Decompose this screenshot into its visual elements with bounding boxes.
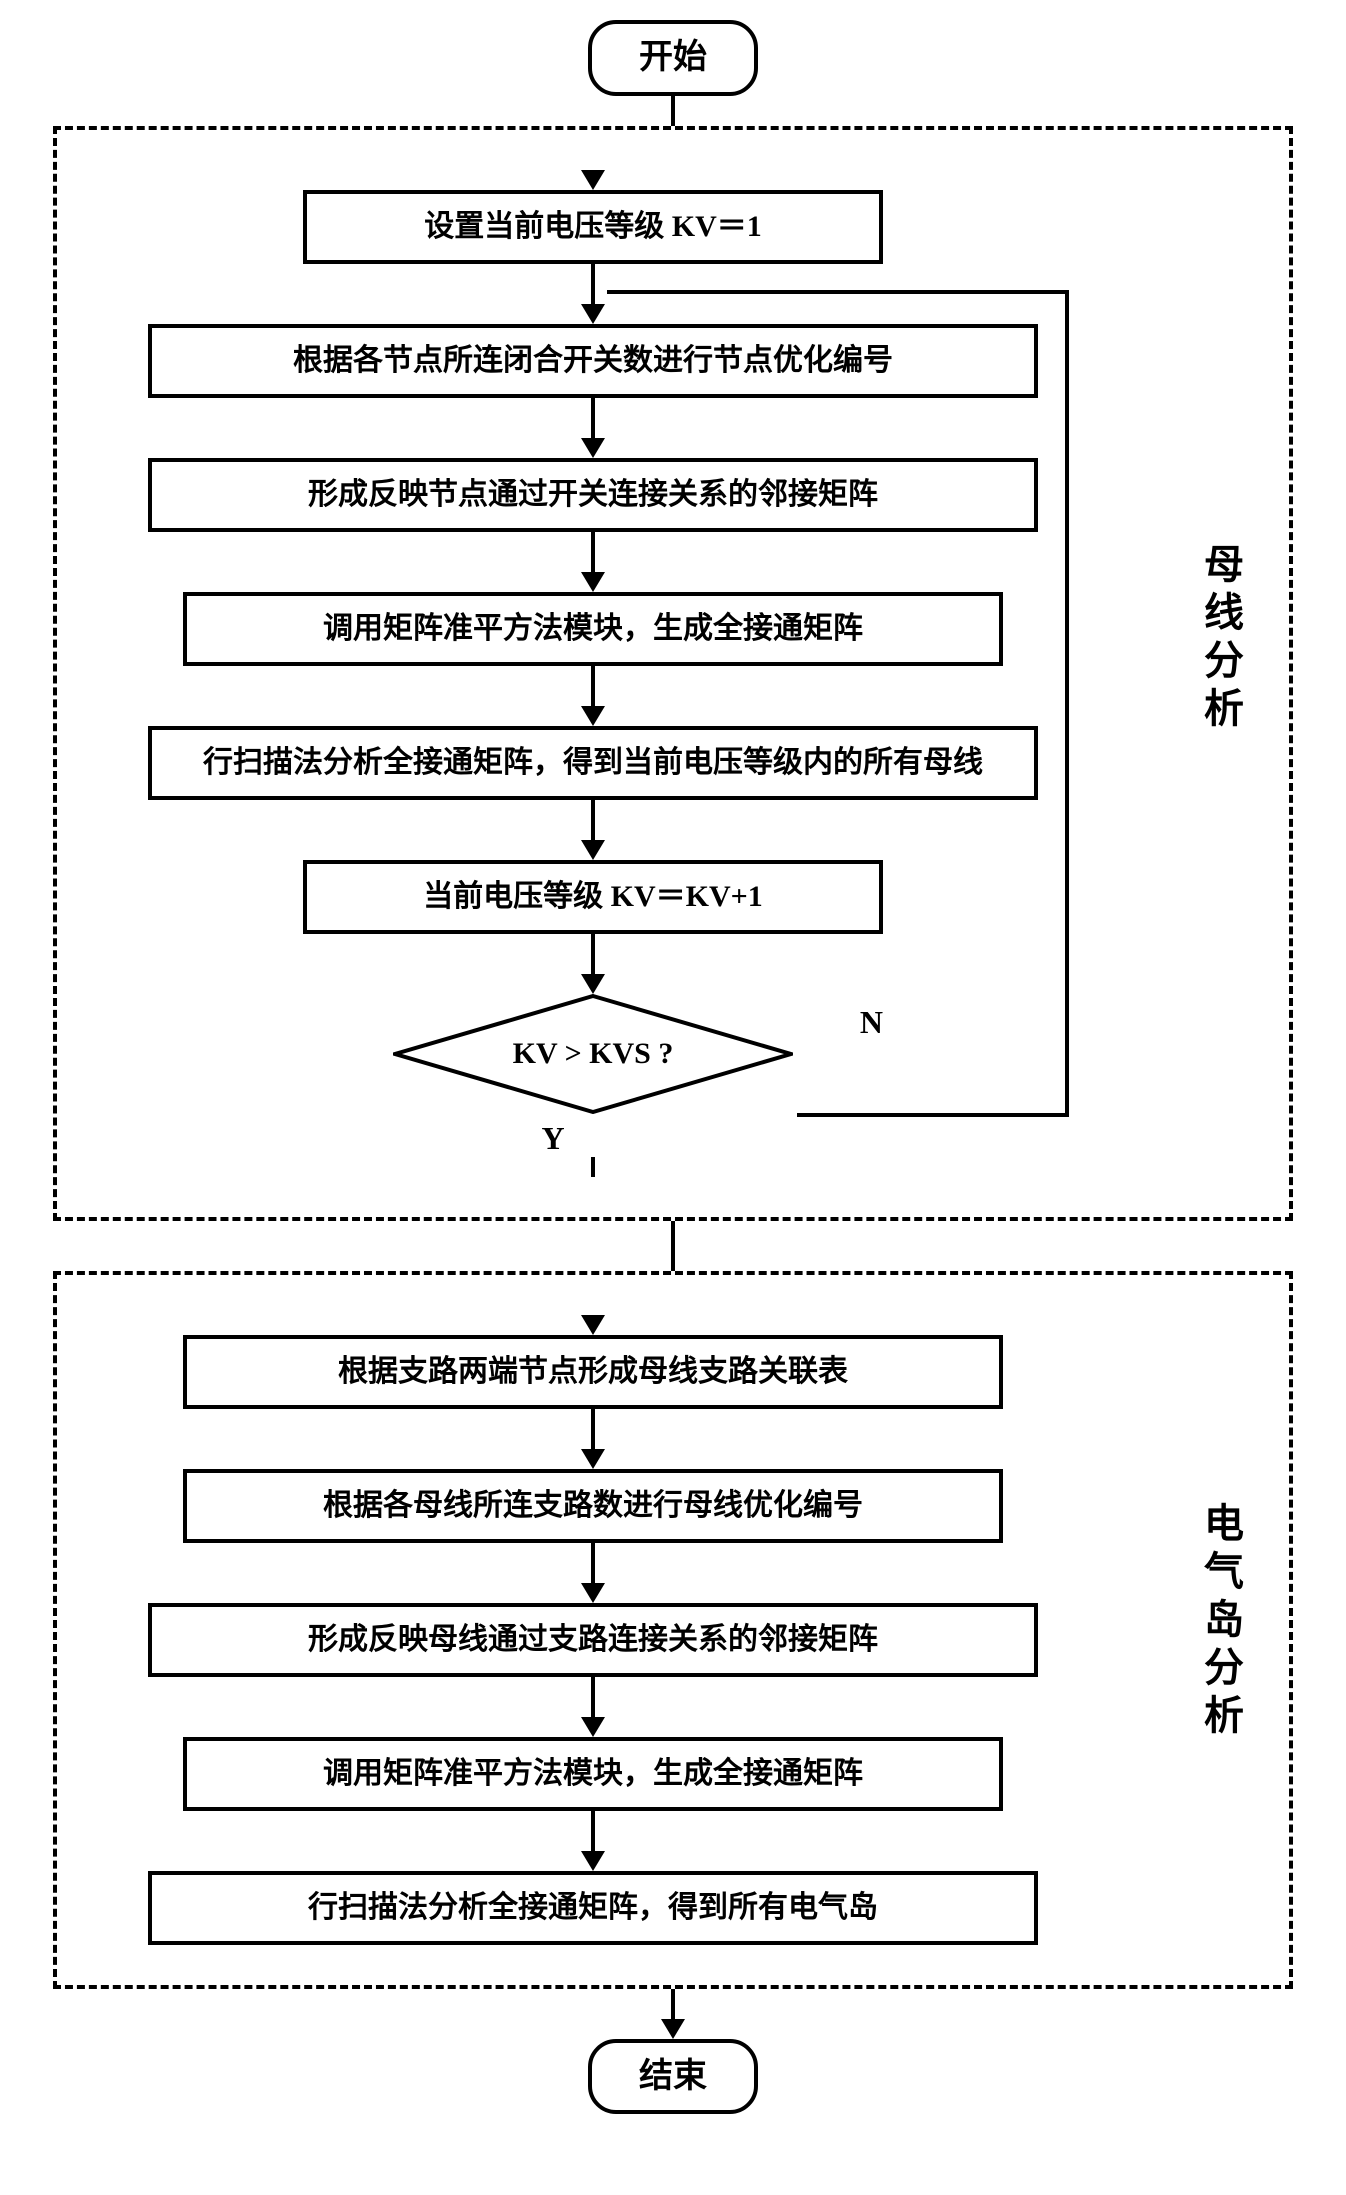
- arrowhead: [581, 572, 605, 592]
- end-section: 结束: [23, 1989, 1323, 2115]
- start-terminal: 开始: [588, 20, 758, 96]
- arrowhead: [581, 1583, 605, 1603]
- arrowhead: [581, 1449, 605, 1469]
- arrowhead: [581, 1717, 605, 1737]
- box-bus-adj: 形成反映母线通过支路连接关系的邻接矩阵: [148, 1603, 1038, 1677]
- arrowhead: [581, 304, 605, 324]
- arrowhead: [581, 706, 605, 726]
- arrowhead: [581, 974, 605, 994]
- connector: [671, 96, 675, 126]
- arrowhead: [581, 438, 605, 458]
- group1-flow: 设置当前电压等级 KV＝1 根据各节点所连闭合开关数进行节点优化编号 形成反映节…: [97, 170, 1089, 1157]
- arrowhead: [581, 840, 605, 860]
- connector: [591, 666, 595, 706]
- connector: [591, 1157, 595, 1177]
- group1-label: 母线分析: [1191, 543, 1249, 735]
- box-branch-assoc: 根据支路两端节点形成母线支路关联表: [183, 1335, 1003, 1409]
- box-row-scan: 行扫描法分析全接通矩阵，得到当前电压等级内的所有母线: [148, 726, 1038, 800]
- end-terminal: 结束: [588, 2039, 758, 2115]
- connector: [591, 532, 595, 572]
- decision-text: KV > KVS ?: [393, 994, 793, 1114]
- box-adj-matrix: 形成反映节点通过开关连接关系的邻接矩阵: [148, 458, 1038, 532]
- box-row-scan2: 行扫描法分析全接通矩阵，得到所有电气岛: [148, 1871, 1038, 1945]
- connector: [591, 1677, 595, 1717]
- start-section: 开始: [23, 20, 1323, 126]
- arrowhead: [661, 2019, 685, 2039]
- connector: [591, 1409, 595, 1449]
- label-yes: Y: [541, 1120, 564, 1157]
- connector: [671, 1989, 675, 2019]
- connector: [591, 398, 595, 438]
- connector: [591, 934, 595, 974]
- connector: [591, 264, 595, 304]
- connector: [591, 1811, 595, 1851]
- group-bus-analysis: 母线分析 设置当前电压等级 KV＝1 根据各节点所连闭合开关数进行节点优化编号 …: [53, 126, 1293, 1221]
- box-kv-inc: 当前电压等级 KV＝KV+1: [303, 860, 883, 934]
- box-bus-opt: 根据各母线所连支路数进行母线优化编号: [183, 1469, 1003, 1543]
- arrowhead: [581, 1315, 605, 1335]
- box-matrix-square: 调用矩阵准平方法模块，生成全接通矩阵: [183, 592, 1003, 666]
- label-no: N: [860, 1004, 883, 1041]
- box-node-opt: 根据各节点所连闭合开关数进行节点优化编号: [148, 324, 1038, 398]
- box-matrix-square2: 调用矩阵准平方法模块，生成全接通矩阵: [183, 1737, 1003, 1811]
- arrowhead: [581, 1851, 605, 1871]
- group2-label: 电气岛分析: [1191, 1502, 1249, 1742]
- decision-kv: KV > KVS ? N: [393, 994, 793, 1114]
- between-groups: [23, 1221, 1323, 1271]
- connector: [671, 1221, 675, 1271]
- flowchart-diagram: 开始 母线分析 设置当前电压等级 KV＝1 根据各节点所连闭合开关数进行节点优化…: [23, 20, 1323, 2114]
- arrowhead: [581, 170, 605, 190]
- box-set-kv: 设置当前电压等级 KV＝1: [303, 190, 883, 264]
- group2-col: 根据支路两端节点形成母线支路关联表 根据各母线所连支路数进行母线优化编号 形成反…: [97, 1315, 1089, 1945]
- group1-col: 设置当前电压等级 KV＝1 根据各节点所连闭合开关数进行节点优化编号 形成反映节…: [97, 170, 1089, 1157]
- connector: [591, 1543, 595, 1583]
- group-island-analysis: 电气岛分析 根据支路两端节点形成母线支路关联表 根据各母线所连支路数进行母线优化…: [53, 1271, 1293, 1989]
- connector: [591, 800, 595, 840]
